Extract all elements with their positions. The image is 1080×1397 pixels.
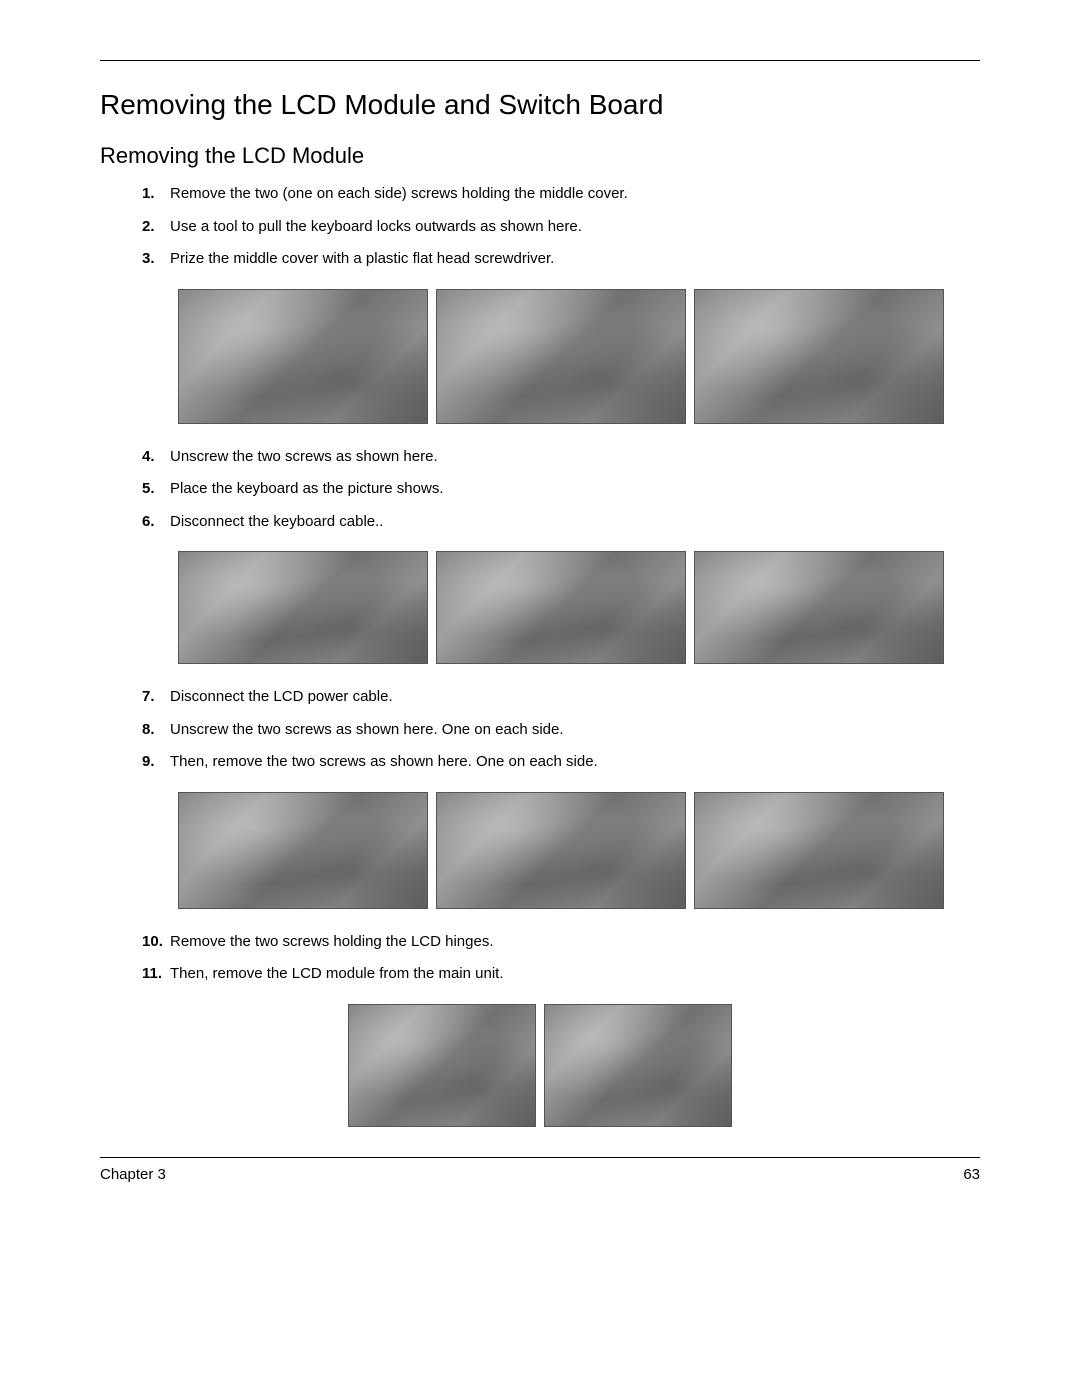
step-item: Remove the two screws holding the LCD hi… <box>142 931 980 954</box>
top-rule <box>100 60 980 61</box>
image-row-b <box>142 551 980 664</box>
page-footer: Chapter 3 63 <box>100 1157 980 1183</box>
step-list-b: Unscrew the two screws as shown here. Pl… <box>142 446 980 534</box>
instruction-image <box>436 551 686 664</box>
instruction-image <box>544 1004 732 1127</box>
instruction-image <box>436 792 686 909</box>
step-item: Unscrew the two screws as shown here. On… <box>142 719 980 742</box>
step-item: Place the keyboard as the picture shows. <box>142 478 980 501</box>
instruction-image <box>348 1004 536 1127</box>
footer-page-number: 63 <box>963 1166 980 1183</box>
step-item: Use a tool to pull the keyboard locks ou… <box>142 216 980 239</box>
step-item: Then, remove the LCD module from the mai… <box>142 963 980 986</box>
instruction-image <box>436 289 686 424</box>
image-row-a <box>142 289 980 424</box>
instruction-image <box>178 792 428 909</box>
instruction-image <box>694 289 944 424</box>
footer-chapter: Chapter 3 <box>100 1166 166 1183</box>
instruction-image <box>178 551 428 664</box>
instruction-image <box>178 289 428 424</box>
instruction-image <box>694 551 944 664</box>
sub-heading: Removing the LCD Module <box>100 143 980 169</box>
instruction-image <box>694 792 944 909</box>
step-item: Remove the two (one on each side) screws… <box>142 183 980 206</box>
step-list-a: Remove the two (one on each side) screws… <box>142 183 980 271</box>
step-item: Prize the middle cover with a plastic fl… <box>142 248 980 271</box>
step-item: Then, remove the two screws as shown her… <box>142 751 980 774</box>
step-item: Disconnect the keyboard cable.. <box>142 511 980 534</box>
step-item: Unscrew the two screws as shown here. <box>142 446 980 469</box>
step-item: Disconnect the LCD power cable. <box>142 686 980 709</box>
step-list-d: Remove the two screws holding the LCD hi… <box>142 931 980 986</box>
image-row-d <box>100 1004 980 1127</box>
step-list-c: Disconnect the LCD power cable. Unscrew … <box>142 686 980 774</box>
image-row-c <box>142 792 980 909</box>
main-heading: Removing the LCD Module and Switch Board <box>100 89 980 121</box>
